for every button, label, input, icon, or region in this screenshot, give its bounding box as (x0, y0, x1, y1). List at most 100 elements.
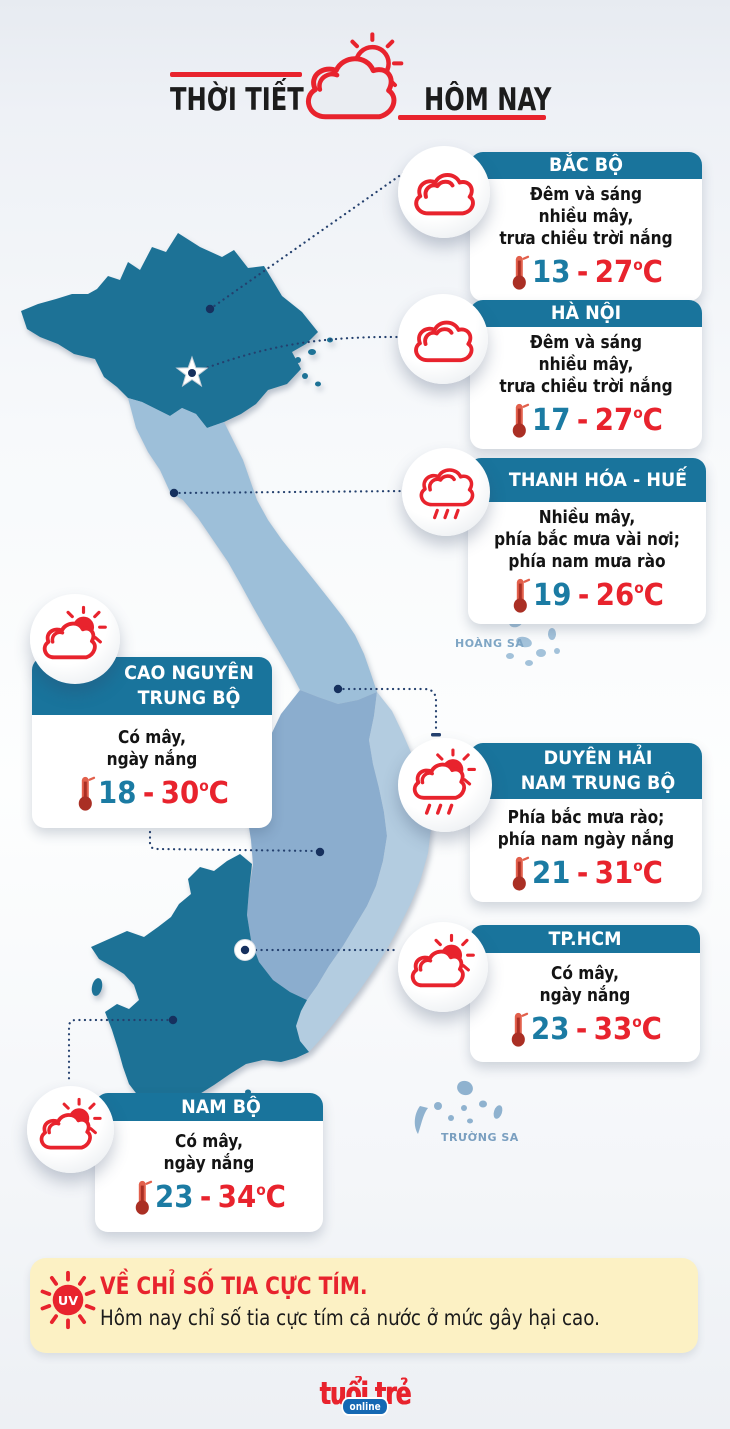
card-header: THANH HÓA - HUẾ (468, 458, 706, 502)
card-header: DUYÊN HẢI NAM TRUNG BỘ (470, 743, 702, 799)
thermometer-icon (511, 855, 530, 892)
temp-low: 23 (155, 1179, 194, 1215)
temp-high: 26 (595, 577, 635, 613)
map-markers (168, 304, 343, 1025)
leader-ha-noi (190, 335, 402, 375)
temp-separator: - (576, 855, 589, 891)
weather-description: Có mây, ngày nắng (539, 964, 631, 1006)
temp-unit: C (265, 1179, 286, 1215)
card-header: TP.HCM (470, 925, 700, 953)
temperature-range: 17 - 27 o C (483, 401, 689, 439)
region-name-line2: NAM TRUNG BỘ (520, 772, 676, 794)
degree-symbol: o (632, 1013, 642, 1031)
thermometer-icon (510, 1011, 529, 1048)
map-region-thanh-hoa-hue (128, 398, 377, 704)
temp-high: 30 (160, 775, 200, 811)
badge-cao-nguyen (30, 594, 120, 684)
hoang-sa-label: HOÀNG SA (455, 637, 524, 650)
temp-unit: C (643, 577, 664, 613)
temp-low: 13 (532, 254, 571, 290)
region-name-line1: DUYÊN HẢI (543, 747, 653, 769)
degree-symbol: o (199, 777, 209, 795)
card-header: CAO NGUYÊN TRUNG BỘ (32, 657, 272, 715)
card-body: Có mây, ngày nắng 18 - 30 o C (32, 715, 272, 828)
temp-low: 23 (531, 1011, 570, 1047)
sun-cloud-rain-icon (413, 748, 477, 816)
thermometer-icon (511, 254, 530, 291)
map-truong-sa-islands (414, 1080, 503, 1134)
card-header: HÀ NỘI (470, 300, 702, 327)
truong-sa-label: TRƯỜNG SA (441, 1131, 519, 1144)
degree-symbol: o (634, 579, 644, 597)
temp-low: 17 (532, 402, 571, 438)
card-body: Có mây, ngày nắng 23 - 33 o C (470, 953, 700, 1062)
temp-separator: - (576, 254, 589, 290)
thermometer-icon (512, 577, 531, 614)
temp-low: 18 (98, 775, 137, 811)
uv-heading: VỀ CHỈ SỐ TIA CỰC TÍM. (100, 1272, 368, 1300)
title-rule-right (398, 115, 546, 120)
title-rule-left (170, 72, 302, 77)
brand-logo-sub: online (341, 1397, 389, 1416)
weather-card-ha-noi: HÀ NỘI Đêm và sáng nhiều mây, trưa chiều… (470, 300, 702, 449)
region-name: TP.HCM (548, 927, 622, 950)
temperature-range: 23 - 33 o C (483, 1010, 687, 1048)
page-title-left: THỜI TIẾT (170, 82, 304, 118)
map-region-cao-nguyen (247, 690, 387, 1000)
cloud-rain-icon (419, 467, 475, 519)
temp-unit: C (641, 1011, 662, 1047)
map-region-bac-bo (21, 233, 318, 428)
temp-high: 27 (594, 254, 634, 290)
temp-separator: - (577, 577, 590, 613)
weather-description: Nhiều mây, phía bắc mưa vài nơi; phía na… (494, 508, 680, 572)
temp-separator: - (576, 402, 589, 438)
leader-lines (67, 165, 438, 1085)
degree-symbol: o (256, 1181, 266, 1199)
card-body: Nhiều mây, phía bắc mưa vài nơi; phía na… (468, 502, 706, 624)
sun-cloud-icon (39, 1097, 102, 1150)
region-name: NAM BỘ (181, 1095, 261, 1118)
region-name: HÀ NỘI (550, 302, 622, 324)
map-region-duyen-hai (296, 692, 431, 1052)
temp-low: 21 (532, 855, 571, 891)
temp-separator: - (199, 1179, 212, 1215)
temperature-range: 23 - 34 o C (108, 1178, 310, 1216)
weather-description: Có mây, ngày nắng (163, 1132, 255, 1174)
region-name: THANH HÓA - HUẾ (508, 468, 688, 491)
temp-high: 34 (217, 1179, 257, 1215)
temp-separator: - (142, 775, 155, 811)
badge-ha-noi (398, 294, 488, 384)
weather-card-tphcm: TP.HCM Có mây, ngày nắng 23 - 33 o C (470, 925, 700, 1062)
weather-description: Đêm và sáng nhiều mây, trưa chiều trời n… (499, 333, 673, 397)
temp-low: 19 (533, 577, 572, 613)
temperature-range: 18 - 30 o C (45, 774, 258, 812)
temp-unit: C (208, 775, 229, 811)
degree-symbol: o (633, 857, 643, 875)
badge-tphcm (398, 922, 488, 1012)
brand-logo: tuổi trẻ online (320, 1376, 411, 1416)
temp-unit: C (642, 402, 663, 438)
leader-tick-duyen-hai (431, 733, 441, 737)
uv-sun-icon: UV (40, 1270, 96, 1330)
thermometer-icon (134, 1179, 153, 1216)
card-body: Đêm và sáng nhiều mây, trưa chiều trời n… (470, 179, 702, 301)
temp-separator: - (575, 1011, 588, 1047)
page-title-right: HÔM NAY (424, 82, 552, 118)
weather-description: Có mây, ngày nắng (106, 728, 198, 770)
temp-unit: C (642, 254, 663, 290)
card-body: Phía bắc mưa rào; phía nam ngày nắng 21 … (470, 799, 702, 902)
badge-bac-bo (398, 146, 490, 238)
temp-high: 33 (593, 1011, 633, 1047)
uv-body-text: Hôm nay chỉ số tia cực tím cả nước ở mức… (100, 1306, 600, 1330)
weather-description: Đêm và sáng nhiều mây, trưa chiều trời n… (499, 185, 673, 249)
region-name-line1: CAO NGUYÊN (124, 662, 254, 684)
degree-symbol: o (633, 404, 643, 422)
card-body: Đêm và sáng nhiều mây, trưa chiều trời n… (470, 327, 702, 449)
thermometer-icon (511, 402, 530, 439)
cloud-icon (413, 320, 474, 362)
badge-duyen-hai (398, 738, 492, 832)
footer: tuổi trẻ online (0, 1376, 730, 1416)
leader-duyen-hai (336, 687, 438, 733)
hanoi-star-marker (175, 355, 209, 388)
